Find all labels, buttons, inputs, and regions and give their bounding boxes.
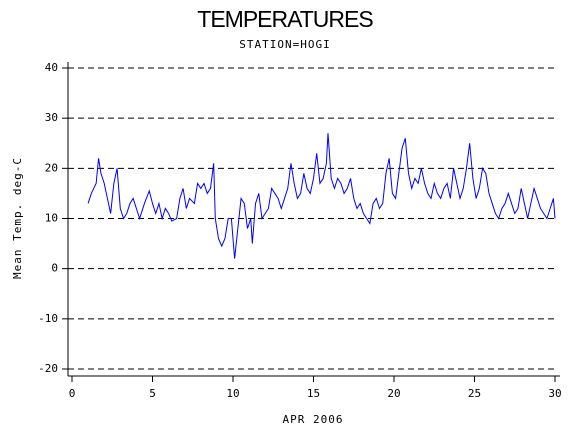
x-tick-label: 5 (149, 387, 156, 400)
x-axis-label: APR 2006 (283, 413, 344, 426)
x-tick-label: 10 (226, 387, 239, 400)
chart-subtitle: STATION=HOGI (239, 38, 330, 51)
x-tick-label: 0 (69, 387, 76, 400)
x-tick-label: 15 (307, 387, 320, 400)
data-line (87, 133, 556, 259)
y-tick-label: 40 (45, 61, 58, 74)
y-tick-label: 10 (45, 212, 58, 225)
chart-title: TEMPERATURES (197, 6, 373, 32)
y-tick-label: 20 (45, 161, 58, 174)
y-tick-label: 30 (45, 111, 58, 124)
y-tick-label: -20 (38, 362, 58, 375)
y-axis-label: Mean Temp. deg-C (11, 157, 24, 279)
x-tick-label: 25 (468, 387, 481, 400)
x-tick-label: 30 (548, 387, 561, 400)
y-tick-label: -10 (38, 312, 58, 325)
x-tick-label: 20 (387, 387, 400, 400)
y-tick-label: 0 (51, 262, 58, 275)
